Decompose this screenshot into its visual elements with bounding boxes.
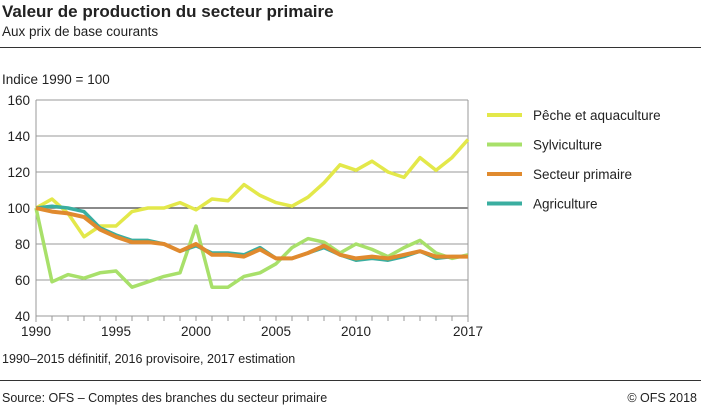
y-tick-label: 40 [15,309,30,324]
series-line-0 [35,138,470,239]
legend-label: Sylviculture [533,138,602,153]
x-tick-label: 2010 [341,324,371,339]
y-tick-label: 80 [15,237,30,252]
legend-label: Agriculture [533,197,598,212]
x-tick-label: 2017 [453,324,483,339]
copyright: © OFS 2018 [627,391,697,405]
chart-subtitle: Aux prix de base courants [2,24,159,39]
x-tick-label: 2000 [181,324,211,339]
footnote: 1990–2015 définitif, 2016 provisoire, 20… [2,352,296,366]
legend-label: Pêche et aquaculture [533,108,661,123]
y-tick-label: 140 [7,129,30,144]
bottom-divider [0,380,701,381]
series-line-1 [34,207,469,289]
y-tick-label: 160 [7,93,30,108]
x-tick-label: 2005 [261,324,291,339]
chart-title: Valeur de production du secteur primaire [2,2,334,21]
y-tick-label: 100 [7,201,30,216]
legend-label: Secteur primaire [533,167,632,182]
x-tick-label: 1990 [21,324,51,339]
y-axis-label: Indice 1990 = 100 [2,72,110,87]
source-text: Source: OFS – Comptes des branches du se… [2,391,328,405]
y-tick-label: 120 [7,165,30,180]
series-line-2 [35,206,468,261]
x-tick-label: 1995 [101,324,131,339]
y-tick-label: 60 [15,273,30,288]
top-divider [0,47,701,48]
